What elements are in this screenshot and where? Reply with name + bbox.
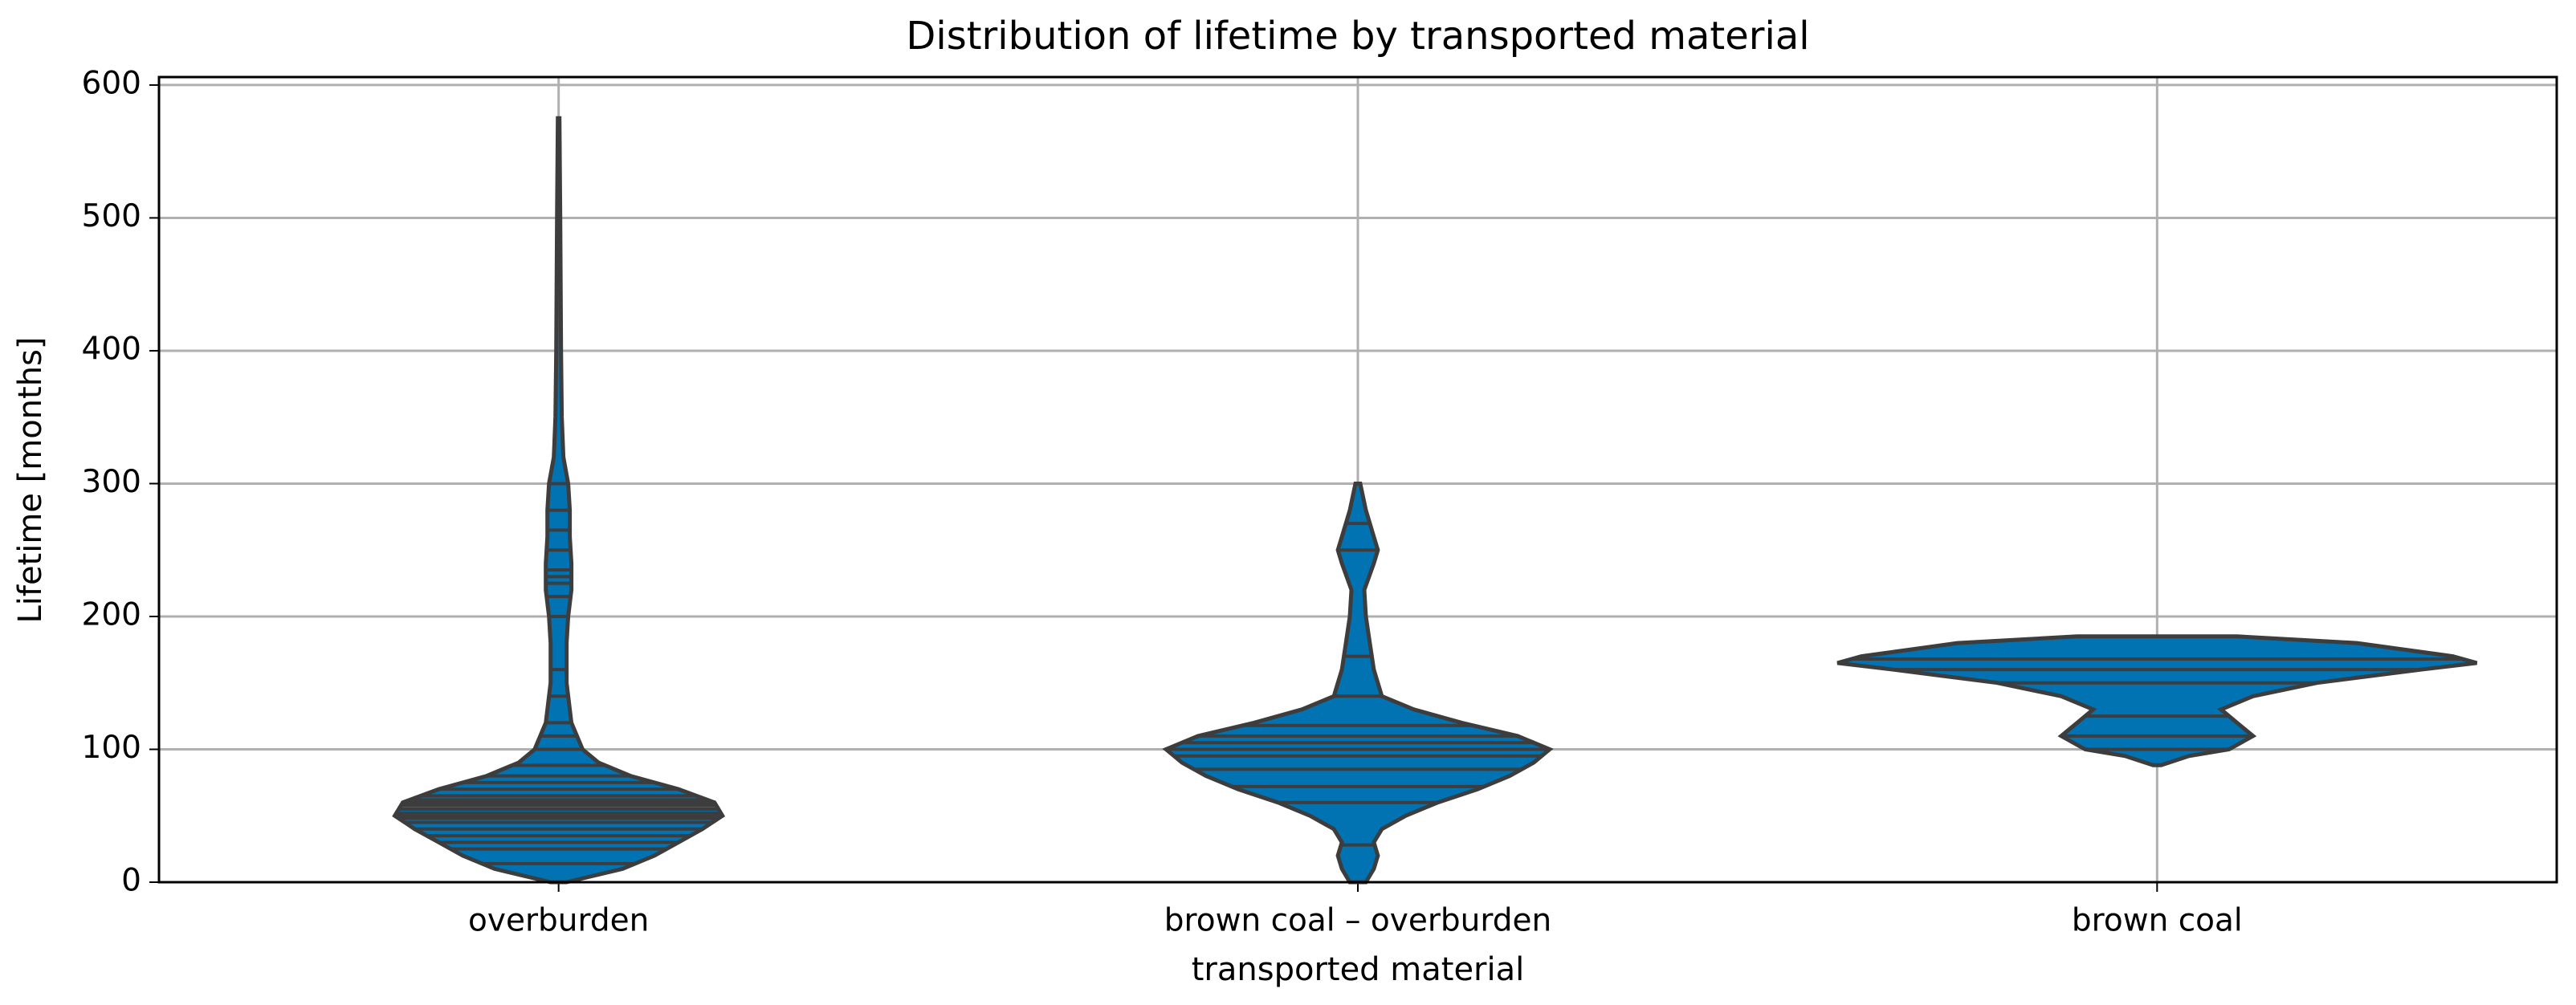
y-tick-label: 200: [82, 596, 141, 633]
x-axis-label: transported material: [1192, 951, 1525, 988]
violin-body: [1836, 634, 2478, 767]
y-tick-label: 500: [82, 198, 141, 234]
x-tick-label: brown coal: [2072, 903, 2243, 939]
chart-title: Distribution of lifetime by transported …: [906, 14, 1809, 59]
y-tick-label: 0: [121, 863, 141, 899]
y-axis-label: Lifetime [months]: [12, 336, 49, 623]
x-tick-label: overburden: [468, 903, 649, 939]
y-tick-label: 100: [82, 730, 141, 766]
x-tick-label: brown coal – overburden: [1164, 903, 1551, 939]
y-tick-label: 600: [82, 65, 141, 101]
plot-frame: [157, 75, 2558, 884]
y-tick-label: 400: [82, 331, 141, 367]
violin-body: [1162, 482, 1554, 885]
violin-body: [392, 116, 726, 885]
y-tick-label: 300: [82, 464, 141, 500]
